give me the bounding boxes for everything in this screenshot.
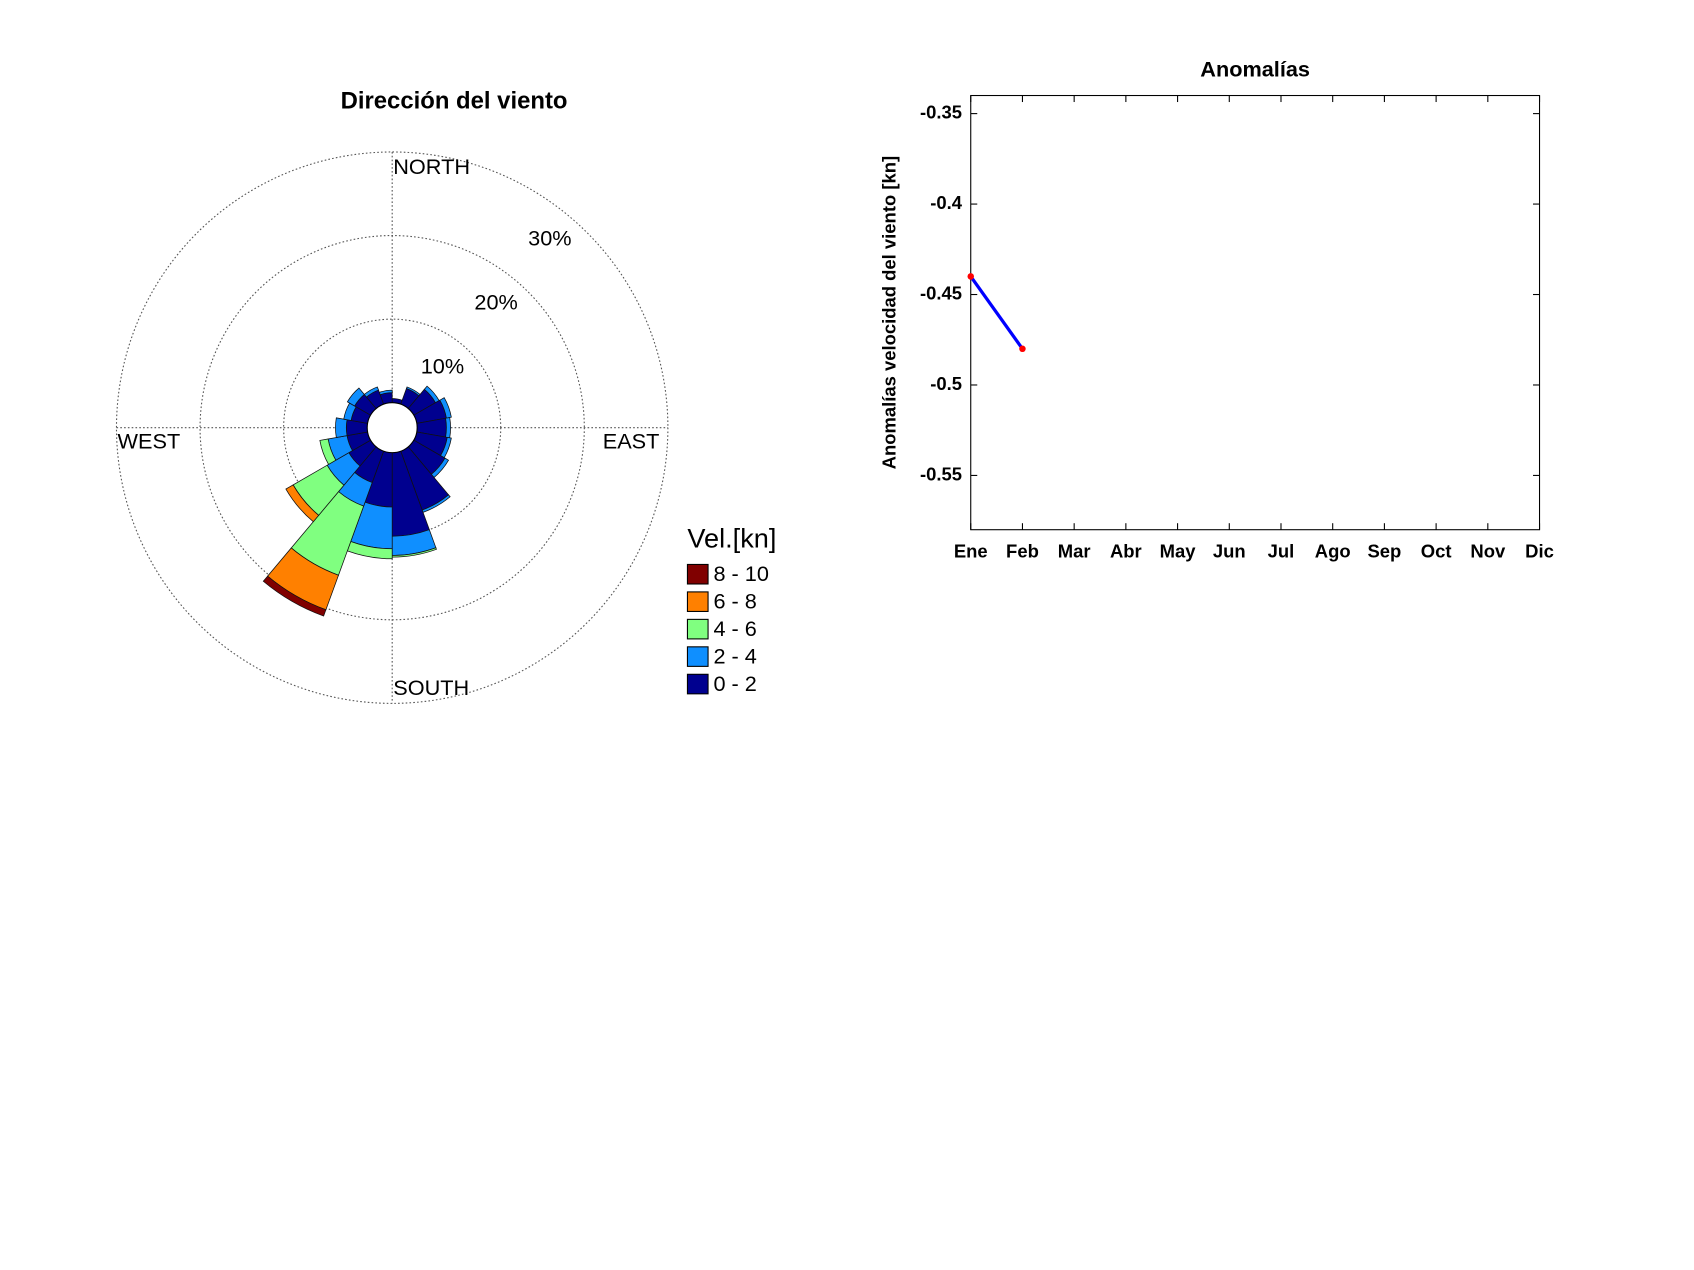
legend-swatch <box>686 618 709 640</box>
point <box>1019 345 1026 353</box>
grid-ring <box>199 235 585 621</box>
compass-label: SOUTH <box>393 675 469 700</box>
grid-ring <box>115 151 669 704</box>
sector <box>262 575 327 617</box>
x-tick-label: Ene <box>954 540 988 561</box>
plot-frame <box>970 94 1541 531</box>
center-hole <box>366 402 418 454</box>
sector <box>346 387 365 407</box>
x-tick-label: Sep <box>1367 540 1401 561</box>
compass-label: NORTH <box>393 154 470 179</box>
legend-swatch <box>686 563 709 585</box>
y-tick-label: -0.5 <box>930 373 962 394</box>
x-tick-label: Ago <box>1315 540 1351 561</box>
legend-swatch <box>686 646 709 667</box>
legend-label: 4 - 6 <box>713 616 756 641</box>
chart-title: Anomalías <box>1200 56 1310 81</box>
x-tick-label: Jul <box>1268 540 1295 561</box>
sector <box>363 386 379 398</box>
legend-label: 2 - 4 <box>713 643 756 668</box>
x-tick-label: Dic <box>1525 540 1554 561</box>
x-tick-label: Mar <box>1058 540 1091 561</box>
r-tick-label: 30% <box>528 225 571 250</box>
y-axis-label: Anomalías velocidad del viento [kn] <box>878 156 899 470</box>
legend-label: 0 - 2 <box>713 671 756 696</box>
x-tick-label: May <box>1160 540 1197 561</box>
x-tick-label: Jun <box>1213 540 1246 561</box>
sector <box>445 417 451 439</box>
x-tick-label: Oct <box>1421 540 1452 561</box>
sector <box>319 438 337 465</box>
x-tick-label: Nov <box>1470 540 1506 561</box>
compass-label: EAST <box>603 429 660 454</box>
sector <box>285 484 320 523</box>
sector <box>439 397 452 419</box>
y-tick-label: -0.4 <box>930 192 963 213</box>
point <box>967 273 974 280</box>
r-tick-label: 20% <box>474 290 517 315</box>
compass-label: WEST <box>118 429 181 454</box>
sector <box>378 389 393 396</box>
y-tick-label: -0.35 <box>920 101 962 122</box>
legend-title: Vel.[kn] <box>687 523 776 554</box>
x-tick-label: Abr <box>1110 540 1142 561</box>
x-tick-label: Feb <box>1006 540 1039 561</box>
y-tick-label: -0.45 <box>920 282 962 303</box>
y-tick-label: -0.55 <box>920 463 962 484</box>
grid-ring <box>283 318 502 537</box>
legend-label: 6 - 8 <box>713 588 756 613</box>
r-tick-label: 10% <box>421 354 464 379</box>
legend-label: 8 - 10 <box>713 561 768 586</box>
sector <box>335 417 348 438</box>
legend-swatch <box>686 591 709 612</box>
legend-swatch <box>686 673 709 695</box>
chart-title: Dirección del viento <box>341 87 568 114</box>
line <box>969 275 1024 350</box>
